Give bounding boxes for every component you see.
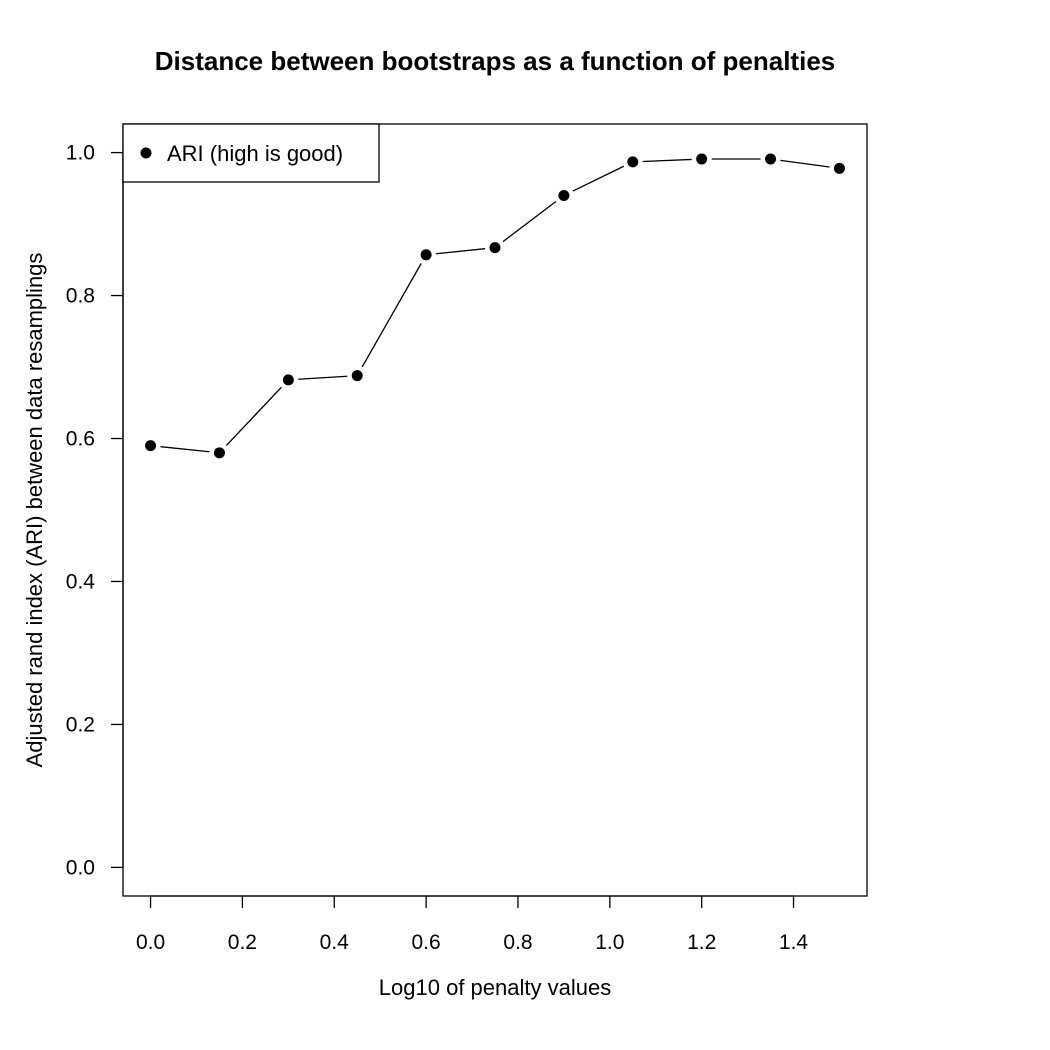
series-line-segment	[502, 201, 557, 243]
series-line-segment	[642, 158, 692, 163]
legend-label: ARI (high is good)	[167, 141, 343, 166]
series-line-segment	[572, 165, 625, 192]
y-tick-label: 0.6	[66, 428, 95, 451]
data-point	[489, 242, 501, 254]
y-axis: 0.0 0.2 0.4 0.6 0.8 1.0	[66, 142, 124, 879]
x-tick-label: 0.8	[503, 931, 532, 954]
x-tick-label: 0.0	[136, 931, 165, 954]
y-tick-label: 0.4	[66, 570, 96, 593]
series-line-segment	[298, 375, 348, 380]
data-point	[282, 374, 294, 386]
series-line-segment	[160, 446, 210, 453]
data-point	[145, 440, 157, 452]
legend-marker	[140, 147, 152, 159]
y-tick-label: 0.0	[66, 856, 95, 879]
y-tick-label: 1.0	[66, 142, 95, 165]
x-tick-label: 1.4	[779, 931, 809, 954]
legend: ARI (high is good)	[122, 123, 380, 183]
data-point	[213, 447, 225, 459]
x-axis: 0.0 0.2 0.4 0.6 0.8 1.0 1.2 1.4	[136, 895, 809, 954]
legend-box	[122, 123, 380, 183]
data-point	[627, 156, 639, 168]
plot-frame	[122, 123, 868, 897]
x-tick-label: 1.0	[595, 931, 624, 954]
y-axis-label: Adjusted rand index (ARI) between data r…	[22, 253, 47, 768]
x-tick-label: 0.2	[228, 931, 257, 954]
data-point	[833, 162, 845, 174]
data-point	[765, 153, 777, 165]
x-tick-label: 1.2	[687, 931, 716, 954]
data-point	[351, 370, 363, 382]
x-tick-label: 0.6	[412, 931, 441, 954]
data-point	[420, 249, 432, 261]
y-tick-label: 0.2	[66, 713, 95, 736]
data-point	[696, 153, 708, 165]
x-axis-label: Log10 of penalty values	[379, 975, 611, 1000]
y-tick-label: 0.8	[66, 285, 95, 308]
data-point	[558, 189, 570, 201]
chart-title: Distance between bootstraps as a functio…	[155, 46, 835, 76]
series-line-segment	[780, 159, 830, 168]
series-layer	[145, 153, 845, 459]
series-line-segment	[361, 263, 422, 368]
x-tick-label: 0.4	[320, 931, 350, 954]
series-line-segment	[225, 386, 282, 446]
series-line-segment	[435, 248, 486, 255]
